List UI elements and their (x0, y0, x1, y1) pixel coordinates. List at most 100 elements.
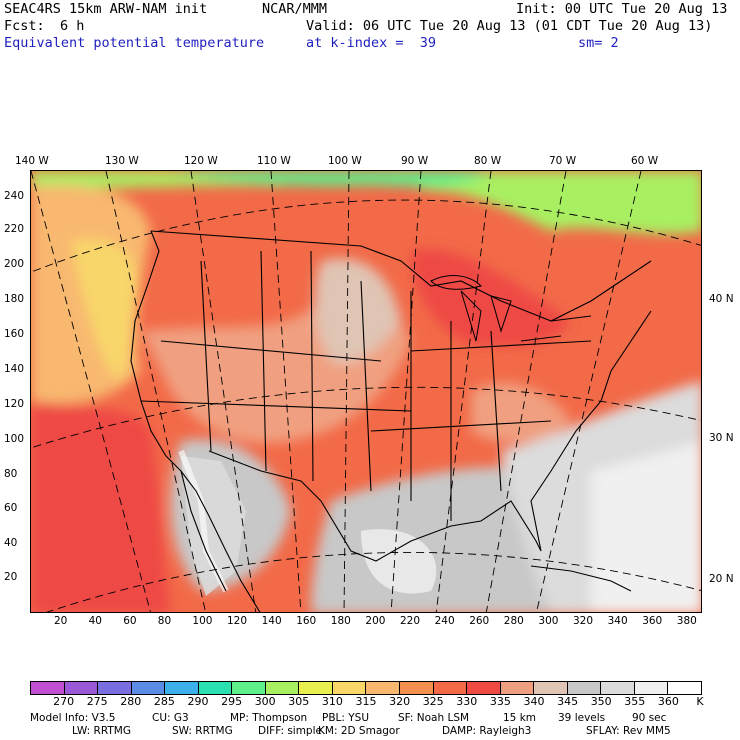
colorbar-label: 360 (657, 695, 679, 708)
x-tick-label: 320 (573, 615, 594, 627)
x-tick-label: 260 (469, 615, 490, 627)
field-name: Equivalent potential temperature (4, 35, 265, 51)
colorbar-label: 270 (53, 695, 75, 708)
colorbar (30, 681, 702, 695)
y-tick-label: 40 (4, 537, 18, 549)
colorbar-label: 355 (624, 695, 646, 708)
y-tick-label: 100 (4, 433, 25, 445)
colorbar-swatch (433, 682, 468, 694)
y-tick-label: 220 (4, 223, 25, 235)
colorbar-swatch (400, 682, 434, 694)
colorbar-swatch (634, 682, 669, 694)
x-tick-label: 340 (607, 615, 628, 627)
y-tick-label: 80 (4, 468, 18, 480)
lon-label: 140 W (15, 155, 49, 167)
colorbar-swatch (601, 682, 635, 694)
physics-info-item: DAMP: Rayleigh3 (442, 725, 532, 737)
colorbar-label: 330 (456, 695, 478, 708)
x-tick-label: 160 (296, 615, 317, 627)
colorbar-label: 320 (389, 695, 411, 708)
colorbar-label: 325 (422, 695, 444, 708)
org-label: NCAR/MMM (262, 1, 328, 17)
x-tick-label: 300 (538, 615, 559, 627)
y-tick-label: 200 (4, 258, 25, 270)
colorbar-label: 285 (153, 695, 175, 708)
colorbar-swatch (467, 682, 501, 694)
y-tick-label: 140 (4, 363, 25, 375)
lon-label: 60 W (631, 155, 659, 167)
lon-label: 90 W (401, 155, 429, 167)
x-tick-label: 60 (123, 615, 137, 627)
colorbar-swatch (165, 682, 199, 694)
x-tick-label: 80 (157, 615, 172, 627)
lat-label: 40 N (709, 293, 734, 305)
colorbar-swatch (332, 682, 367, 694)
x-tick-label: 100 (192, 615, 213, 627)
colorbar-label: 350 (590, 695, 612, 708)
x-tick-label: 280 (503, 615, 524, 627)
x-tick-label: 360 (642, 615, 663, 627)
x-tick-label: 40 (88, 615, 102, 627)
x-tick-label: 20 (54, 615, 68, 627)
colorbar-swatch (299, 682, 333, 694)
model-info-item: PBL: YSU (322, 712, 370, 724)
x-tick-label: 120 (227, 615, 248, 627)
lon-label: 70 W (549, 155, 577, 167)
y-tick-label: 240 (4, 190, 25, 202)
fcst-label: Fcst: (4, 18, 45, 34)
colorbar-label: 310 (321, 695, 343, 708)
colorbar-label: 295 (221, 695, 243, 708)
colorbar-swatch (64, 682, 99, 694)
x-tick-label: 200 (365, 615, 386, 627)
fcst-value: 6 h (60, 18, 85, 34)
physics-info-item: SFLAY: Rev MM5 (586, 725, 671, 737)
x-tick-label: 220 (400, 615, 421, 627)
colorbar-label: 290 (187, 695, 209, 708)
model-info-item: 39 levels (558, 712, 606, 724)
colorbar-label: K (696, 695, 704, 708)
y-tick-label: 120 (4, 398, 25, 410)
theta-e-map (30, 170, 702, 613)
colorbar-swatch (232, 682, 266, 694)
physics-info-item: LW: RRTMG (72, 725, 131, 737)
smoothing-label: sm= 2 (578, 35, 619, 51)
lat-label: 30 N (709, 432, 734, 444)
model-info-item: 15 km (503, 712, 537, 724)
colorbar-swatch (567, 682, 602, 694)
lon-label: 80 W (474, 155, 502, 167)
physics-info-item: KM: 2D Smagor (318, 725, 400, 737)
lon-label: 100 W (328, 155, 362, 167)
valid-time: Valid: 06 UTC Tue 20 Aug 13 (01 CDT Tue … (306, 18, 713, 34)
colorbar-swatch (98, 682, 132, 694)
init-time: Init: 00 UTC Tue 20 Aug 13 (516, 1, 728, 17)
physics-info-item: DIFF: simple (258, 725, 322, 737)
colorbar-label: 280 (120, 695, 142, 708)
physics-info-item: SW: RRTMG (172, 725, 233, 737)
lat-label: 20 N (709, 573, 734, 585)
colorbar-label: 315 (355, 695, 377, 708)
model-info-item: Model Info: V3.5 (30, 712, 116, 724)
colorbar-label: 345 (557, 695, 579, 708)
colorbar-swatch (198, 682, 233, 694)
y-tick-label: 160 (4, 328, 25, 340)
x-tick-label: 240 (434, 615, 455, 627)
x-tick-label: 180 (330, 615, 351, 627)
model-info-item: 90 sec (632, 712, 667, 724)
model-title: SEAC4RS 15km ARW-NAM init (4, 1, 208, 17)
x-tick-label: 140 (261, 615, 282, 627)
colorbar-swatch (265, 682, 300, 694)
colorbar-swatch (500, 682, 535, 694)
colorbar-label: 300 (254, 695, 276, 708)
level-label: at k-index = 39 (306, 35, 437, 51)
model-info-item: SF: Noah LSM (398, 712, 470, 724)
colorbar-label: 335 (489, 695, 511, 708)
colorbar-label: 305 (288, 695, 310, 708)
y-tick-label: 60 (4, 502, 18, 514)
colorbar-label: 340 (523, 695, 545, 708)
model-info-item: CU: G3 (152, 712, 189, 724)
colorbar-swatch (366, 682, 401, 694)
colorbar-label: 275 (86, 695, 108, 708)
colorbar-swatch (534, 682, 568, 694)
lon-label: 110 W (257, 155, 291, 167)
x-tick-label: 380 (676, 615, 697, 627)
